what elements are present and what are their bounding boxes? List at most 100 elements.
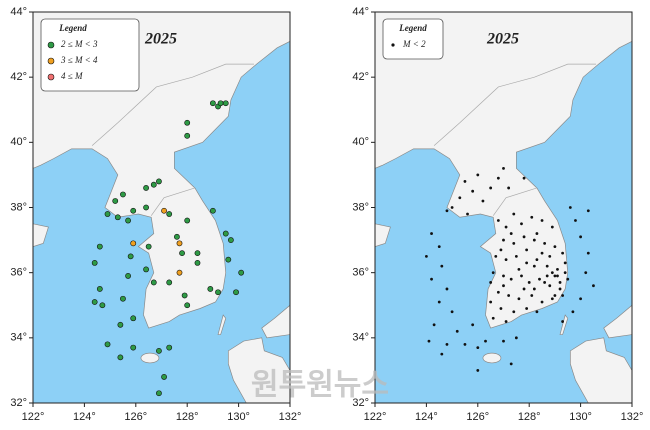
event-point <box>540 251 544 255</box>
event-point <box>530 215 534 219</box>
land <box>33 223 49 247</box>
legend-label: 4 ≤ M <box>61 71 83 81</box>
legend-marker <box>47 73 55 81</box>
event-point <box>476 369 480 372</box>
event-point <box>166 211 173 217</box>
event-point <box>535 258 539 262</box>
event-point <box>558 287 562 291</box>
event-point <box>496 219 500 222</box>
event-point <box>150 181 157 188</box>
event-point <box>520 222 523 226</box>
event-point <box>225 256 232 263</box>
event-point <box>592 284 595 288</box>
event-point <box>217 100 224 107</box>
event-point <box>161 207 167 214</box>
x-tick-label: 128° <box>176 411 199 423</box>
event-point <box>553 274 557 278</box>
legend-label: M < 2 <box>402 39 426 49</box>
event-point <box>466 212 469 216</box>
land <box>375 223 391 247</box>
x-tick-label: 126° <box>466 411 489 423</box>
event-point <box>222 230 229 237</box>
event-point <box>517 268 521 271</box>
land <box>569 337 632 403</box>
event-point <box>117 321 124 328</box>
event-point <box>512 241 516 245</box>
event-point <box>543 281 547 284</box>
y-tick-label: 38° <box>352 201 369 213</box>
event-point <box>509 362 513 366</box>
event-point <box>120 191 126 198</box>
land <box>375 12 632 329</box>
event-point <box>156 390 162 397</box>
event-point <box>525 261 529 265</box>
event-point <box>104 211 111 217</box>
event-point <box>179 250 185 257</box>
event-point <box>427 339 431 343</box>
event-point <box>502 284 505 288</box>
event-point <box>143 266 149 273</box>
event-point <box>130 240 137 247</box>
event-point <box>194 259 201 266</box>
event-point <box>238 269 245 276</box>
event-point <box>540 219 544 222</box>
event-point <box>520 274 523 278</box>
event-point <box>532 287 536 291</box>
event-point <box>491 316 495 320</box>
event-point <box>556 268 559 271</box>
event-point <box>556 274 559 278</box>
event-point <box>91 259 98 266</box>
event-point <box>114 214 121 221</box>
event-point <box>504 320 508 323</box>
event-point <box>445 209 449 213</box>
event-point <box>517 297 521 301</box>
legend-label: 2 ≤ M < 3 <box>61 39 98 49</box>
watermark: 원투원뉴스 <box>251 368 389 403</box>
event-point <box>150 279 157 286</box>
x-tick-label: 130° <box>569 411 592 423</box>
event-point <box>432 323 436 327</box>
event-point <box>579 297 582 301</box>
legend-box <box>40 18 140 92</box>
event-point <box>507 186 511 190</box>
event-point <box>550 225 554 229</box>
event-point <box>579 235 582 239</box>
event-point <box>540 300 544 304</box>
land <box>227 337 290 403</box>
event-point <box>104 341 111 348</box>
event-point <box>145 243 152 250</box>
event-point <box>130 315 137 322</box>
event-point <box>494 254 498 258</box>
land <box>261 304 290 339</box>
event-point <box>550 297 554 301</box>
event-point <box>509 232 513 235</box>
event-point <box>484 339 487 343</box>
event-point <box>502 238 505 242</box>
event-point <box>156 347 162 354</box>
y-tick-label: 36° <box>352 267 369 279</box>
event-point <box>125 217 131 224</box>
event-point <box>532 238 536 242</box>
event-point <box>491 271 495 275</box>
event-point <box>476 173 480 177</box>
y-tick-label: 36° <box>10 267 27 279</box>
event-point <box>502 339 505 343</box>
event-point <box>143 185 149 191</box>
event-point <box>522 176 526 180</box>
legend-marker <box>47 57 55 65</box>
event-point <box>548 284 552 288</box>
event-point <box>568 206 572 209</box>
event-point <box>509 277 513 281</box>
event-point <box>545 274 549 278</box>
event-point <box>514 336 518 340</box>
event-point <box>566 277 570 281</box>
event-point <box>586 209 590 213</box>
event-point <box>96 243 103 250</box>
event-point <box>499 307 503 310</box>
event-point <box>161 374 167 380</box>
event-point <box>176 240 183 247</box>
event-point <box>535 232 539 235</box>
event-point <box>502 167 505 170</box>
y-tick-label: 42° <box>10 71 27 83</box>
